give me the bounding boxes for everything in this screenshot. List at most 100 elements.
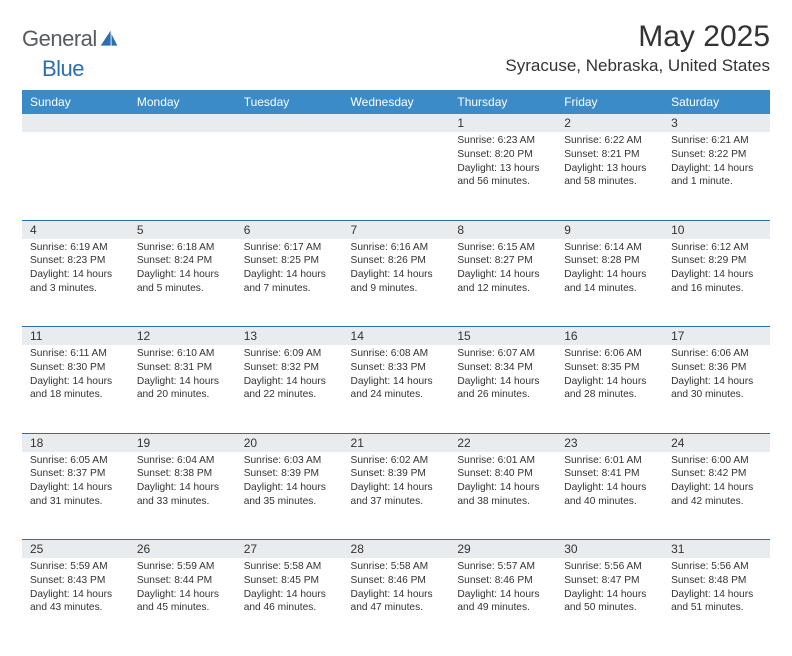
day-content-cell: Sunrise: 6:10 AMSunset: 8:31 PMDaylight:… [129,345,236,433]
sunset-text: Sunset: 8:37 PM [30,467,123,481]
daylight-text: Daylight: 14 hours and 16 minutes. [671,268,764,296]
day-content-cell: Sunrise: 6:06 AMSunset: 8:36 PMDaylight:… [663,345,770,433]
day-content-row: Sunrise: 6:19 AMSunset: 8:23 PMDaylight:… [22,239,770,327]
weekday-header: Friday [556,90,663,114]
sunrise-text: Sunrise: 6:09 AM [244,347,337,361]
day-number-cell: 26 [129,540,236,559]
day-number-cell: 16 [556,327,663,346]
sunset-text: Sunset: 8:32 PM [244,361,337,375]
daylight-text: Daylight: 14 hours and 9 minutes. [351,268,444,296]
day-number-cell: 6 [236,220,343,239]
day-content-cell: Sunrise: 6:02 AMSunset: 8:39 PMDaylight:… [343,452,450,540]
day-number-cell: 29 [449,540,556,559]
day-content-cell [22,132,129,220]
sunset-text: Sunset: 8:35 PM [564,361,657,375]
sunrise-text: Sunrise: 6:00 AM [671,454,764,468]
sunset-text: Sunset: 8:38 PM [137,467,230,481]
sunrise-text: Sunrise: 5:58 AM [351,560,444,574]
day-content-cell: Sunrise: 6:09 AMSunset: 8:32 PMDaylight:… [236,345,343,433]
sunrise-text: Sunrise: 6:04 AM [137,454,230,468]
day-content-cell: Sunrise: 6:21 AMSunset: 8:22 PMDaylight:… [663,132,770,220]
day-number-cell: 14 [343,327,450,346]
sunrise-text: Sunrise: 5:58 AM [244,560,337,574]
day-number-cell: 15 [449,327,556,346]
day-content-cell: Sunrise: 6:11 AMSunset: 8:30 PMDaylight:… [22,345,129,433]
day-content-cell: Sunrise: 5:59 AMSunset: 8:44 PMDaylight:… [129,558,236,646]
day-content-cell: Sunrise: 6:19 AMSunset: 8:23 PMDaylight:… [22,239,129,327]
day-content-cell: Sunrise: 5:56 AMSunset: 8:48 PMDaylight:… [663,558,770,646]
sunset-text: Sunset: 8:27 PM [457,254,550,268]
sunset-text: Sunset: 8:43 PM [30,574,123,588]
day-number-row: 11121314151617 [22,327,770,346]
sunset-text: Sunset: 8:36 PM [671,361,764,375]
day-content-cell: Sunrise: 6:05 AMSunset: 8:37 PMDaylight:… [22,452,129,540]
sunset-text: Sunset: 8:24 PM [137,254,230,268]
daylight-text: Daylight: 13 hours and 56 minutes. [457,162,550,190]
daylight-text: Daylight: 14 hours and 24 minutes. [351,375,444,403]
sunset-text: Sunset: 8:25 PM [244,254,337,268]
day-number-cell: 11 [22,327,129,346]
day-number-cell: 5 [129,220,236,239]
sunset-text: Sunset: 8:41 PM [564,467,657,481]
brand-logo: General [22,26,119,52]
sunset-text: Sunset: 8:26 PM [351,254,444,268]
weekday-header: Wednesday [343,90,450,114]
daylight-text: Daylight: 14 hours and 43 minutes. [30,588,123,616]
weekday-header: Monday [129,90,236,114]
sunrise-text: Sunrise: 6:17 AM [244,241,337,255]
day-number-cell: 9 [556,220,663,239]
sunrise-text: Sunrise: 6:12 AM [671,241,764,255]
calendar-table: Sunday Monday Tuesday Wednesday Thursday… [22,90,770,646]
day-content-cell: Sunrise: 5:57 AMSunset: 8:46 PMDaylight:… [449,558,556,646]
sunrise-text: Sunrise: 5:56 AM [564,560,657,574]
daylight-text: Daylight: 14 hours and 28 minutes. [564,375,657,403]
weekday-header: Sunday [22,90,129,114]
day-content-cell: Sunrise: 6:00 AMSunset: 8:42 PMDaylight:… [663,452,770,540]
sunrise-text: Sunrise: 5:59 AM [30,560,123,574]
day-content-row: Sunrise: 6:23 AMSunset: 8:20 PMDaylight:… [22,132,770,220]
sunset-text: Sunset: 8:30 PM [30,361,123,375]
daylight-text: Daylight: 14 hours and 12 minutes. [457,268,550,296]
sail-icon [99,29,119,49]
day-content-cell: Sunrise: 6:03 AMSunset: 8:39 PMDaylight:… [236,452,343,540]
day-number-cell: 7 [343,220,450,239]
sunset-text: Sunset: 8:33 PM [351,361,444,375]
day-number-cell [343,114,450,132]
day-content-cell: Sunrise: 6:18 AMSunset: 8:24 PMDaylight:… [129,239,236,327]
day-content-cell: Sunrise: 5:59 AMSunset: 8:43 PMDaylight:… [22,558,129,646]
day-number-cell: 20 [236,433,343,452]
sunrise-text: Sunrise: 6:06 AM [564,347,657,361]
daylight-text: Daylight: 14 hours and 46 minutes. [244,588,337,616]
daylight-text: Daylight: 14 hours and 30 minutes. [671,375,764,403]
day-number-cell: 1 [449,114,556,132]
sunrise-text: Sunrise: 5:59 AM [137,560,230,574]
daylight-text: Daylight: 14 hours and 31 minutes. [30,481,123,509]
sunset-text: Sunset: 8:45 PM [244,574,337,588]
sunrise-text: Sunrise: 6:16 AM [351,241,444,255]
day-number-cell: 8 [449,220,556,239]
day-content-cell: Sunrise: 6:15 AMSunset: 8:27 PMDaylight:… [449,239,556,327]
daylight-text: Daylight: 14 hours and 5 minutes. [137,268,230,296]
daylight-text: Daylight: 14 hours and 22 minutes. [244,375,337,403]
daylight-text: Daylight: 13 hours and 58 minutes. [564,162,657,190]
daylight-text: Daylight: 14 hours and 42 minutes. [671,481,764,509]
sunrise-text: Sunrise: 6:11 AM [30,347,123,361]
day-number-cell: 12 [129,327,236,346]
day-content-cell [236,132,343,220]
daylight-text: Daylight: 14 hours and 3 minutes. [30,268,123,296]
sunset-text: Sunset: 8:21 PM [564,148,657,162]
daylight-text: Daylight: 14 hours and 33 minutes. [137,481,230,509]
sunrise-text: Sunrise: 6:21 AM [671,134,764,148]
day-number-cell: 3 [663,114,770,132]
day-content-cell: Sunrise: 6:01 AMSunset: 8:40 PMDaylight:… [449,452,556,540]
sunrise-text: Sunrise: 5:56 AM [671,560,764,574]
sunset-text: Sunset: 8:42 PM [671,467,764,481]
daylight-text: Daylight: 14 hours and 18 minutes. [30,375,123,403]
daylight-text: Daylight: 14 hours and 20 minutes. [137,375,230,403]
day-content-cell: Sunrise: 6:01 AMSunset: 8:41 PMDaylight:… [556,452,663,540]
sunrise-text: Sunrise: 6:02 AM [351,454,444,468]
sunrise-text: Sunrise: 6:08 AM [351,347,444,361]
day-content-cell: Sunrise: 6:23 AMSunset: 8:20 PMDaylight:… [449,132,556,220]
day-content-cell [129,132,236,220]
day-content-cell: Sunrise: 6:06 AMSunset: 8:35 PMDaylight:… [556,345,663,433]
